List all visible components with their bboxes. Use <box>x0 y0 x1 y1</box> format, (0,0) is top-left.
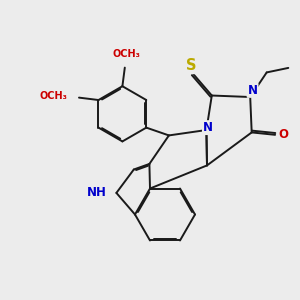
Text: N: N <box>248 84 258 97</box>
Text: N: N <box>203 121 213 134</box>
Text: OCH₃: OCH₃ <box>112 49 140 59</box>
Text: S: S <box>185 58 196 73</box>
Text: OCH₃: OCH₃ <box>40 92 68 101</box>
Text: O: O <box>278 128 288 141</box>
Text: NH: NH <box>87 186 107 199</box>
